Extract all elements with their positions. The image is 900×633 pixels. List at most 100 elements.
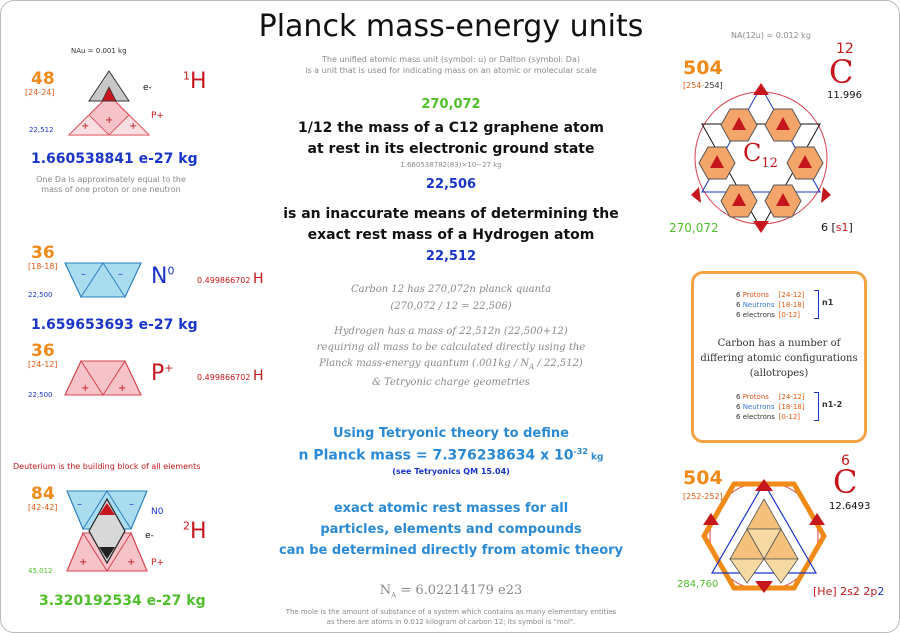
c12-symbol: C <box>829 53 854 91</box>
desc-line-3: (allotropes) <box>749 368 809 379</box>
deuterium-note: Deuterium is the building block of all e… <box>13 462 201 471</box>
allotrope-description: Carbon has a number of differing atomic … <box>694 336 864 381</box>
avogadro-prefix: N <box>379 583 392 598</box>
c6-total-quanta: 284,760 <box>677 579 719 590</box>
nau-label: NAu = 0.001 kg <box>71 47 127 55</box>
hydrogen-line-3-end: / 22,512) <box>534 358 583 369</box>
h1-small-value: 22,512 <box>29 126 54 134</box>
electron-core <box>101 86 117 102</box>
intro-text: The unified atomic mass unit (symbol: u)… <box>251 54 651 76</box>
config-range: [24-12] <box>778 291 805 299</box>
config-list-1: 6 Protons [24-12] 6 Neutrons [18-18] 6 elect… <box>736 290 805 320</box>
proton-diagram: + + <box>64 359 142 396</box>
na-label: NA(12u) = 0.012 kg <box>731 31 811 40</box>
h1-range: [24-24] <box>25 88 55 97</box>
config-count: 6 <box>736 301 743 309</box>
bracket-1 <box>814 290 819 319</box>
minus-sign: – <box>81 269 86 280</box>
c12-line-1: 1/12 the mass of a C12 graphene atom <box>298 120 604 136</box>
config-row: 6 electrons [0-12] <box>736 412 805 422</box>
neutron-symbol-sup: 0 <box>167 264 175 278</box>
quanta-270072: 270,072 <box>421 97 481 112</box>
exact-masses-text: exact atomic rest masses for all particl… <box>251 498 651 561</box>
exact-line-1: exact atomic rest masses for all <box>333 501 569 516</box>
neutron-shape <box>64 262 142 298</box>
intro-line-1: The unified atomic mass unit (symbol: u)… <box>322 55 580 64</box>
config-list-2: 6 Protons [24-12] 6 Neutrons [18-18] 6 elect… <box>736 392 805 422</box>
deuterium-range: [42-42] <box>28 503 58 512</box>
carbon-quanta-line-2: (270,072 / 12 = 22,506) <box>390 301 512 312</box>
deut-proton-label: P+ <box>151 558 164 568</box>
config-count: 6 <box>736 403 743 411</box>
inaccurate-statement: is an inaccurate means of determining th… <box>251 204 651 246</box>
plus-sign: + <box>118 383 126 394</box>
proton-value-symbol: H <box>253 368 264 384</box>
proton-sub-triangle-2 <box>108 114 150 136</box>
proton-shape <box>64 360 142 396</box>
deut-electron-core-top <box>99 503 115 515</box>
c12-mass-number: 12 <box>836 41 854 57</box>
h1-proton-label: P+ <box>151 111 164 121</box>
c6-electron-config: [He] 2s2 2p2 <box>813 585 884 598</box>
proton-quanta: 36 <box>31 341 55 361</box>
deut-neutron-lines <box>66 490 148 531</box>
h1-electron-label: e- <box>143 83 152 93</box>
c12-small-value: 1.660538782(83)×10−27 kg <box>400 161 502 169</box>
deuterium-quanta: 84 <box>31 484 55 504</box>
carbon-12-diagram <box>691 83 831 233</box>
deuterium-symbol-letter: H <box>190 519 207 544</box>
config-range: [24-12] <box>778 393 805 401</box>
planck-prefix: n Planck mass = 7.376238634 x 10 <box>298 447 574 464</box>
hydrogen-1-diagram: + + + <box>67 70 151 136</box>
desc-line-2: differing atomic configurations <box>700 353 858 364</box>
see-reference: (see Tetryonics QM 15.04) <box>392 467 510 476</box>
carbon-quanta-line-1: Carbon 12 has 270,072n planck quanta <box>350 284 552 295</box>
c12-range-a: [254- <box>683 81 705 90</box>
c12-line-2: at rest in its electronic ground state <box>307 141 595 157</box>
deut-proton-lines <box>66 531 148 572</box>
c6-atomic-number: 6 <box>841 453 850 469</box>
config-count: 6 <box>736 291 743 299</box>
planck-mass-formula: n Planck mass = 7.376238634 x 10-32 kg <box>231 447 671 464</box>
deuterium-diagram: + + – – <box>66 490 148 572</box>
deuterium-small-value: 45,012 <box>28 567 53 575</box>
proton-symbol: P+ <box>151 361 174 386</box>
c12-quanta: 504 <box>683 57 723 79</box>
plus-sign: + <box>105 115 113 126</box>
planck-exponent: -32 <box>573 447 588 456</box>
c6-corner-triangle <box>755 479 773 491</box>
config-range: [18-18] <box>778 301 805 309</box>
hydrogen-line-3-text: Planck mass-energy quantum (.001kg / N <box>319 358 530 369</box>
dalton-mass: 1.660538841 e-27 kg <box>31 151 198 167</box>
c12-shell-suffix: ] <box>848 221 853 234</box>
inaccurate-line-1: is an inaccurate means of determining th… <box>283 206 619 222</box>
config-count: 6 <box>736 311 743 319</box>
plus-sign: + <box>127 557 135 568</box>
dalton-note: One Da is approximately equal to the mas… <box>21 175 201 195</box>
plus-sign: + <box>79 557 87 568</box>
hydrogen-line-1: Hydrogen has a mass of 22,512n (22,500+1… <box>334 326 568 337</box>
c12-center-letter: C <box>743 139 762 167</box>
proton-sub-triangle <box>68 114 110 136</box>
intro-line-2: is a unit that is used for indicating ma… <box>305 66 597 75</box>
proton-symbol-sup: + <box>164 361 174 375</box>
avogadro-sub: A <box>391 591 397 600</box>
proton-small-value: 22,500 <box>28 391 53 399</box>
plus-sign: + <box>129 121 137 132</box>
hydrogen-line-3-sub: A <box>529 363 535 371</box>
config-particle: electrons <box>742 311 775 319</box>
neutron-diagram: – – <box>64 262 142 299</box>
c12-atomic-mass: 11.996 <box>827 90 862 101</box>
neutron-mass: 1.659653693 e-27 kg <box>31 317 198 333</box>
plus-sign: + <box>81 383 89 394</box>
deut-electron-shape <box>88 497 126 565</box>
carbon-quanta-text: Carbon 12 has 270,072n planck quanta (27… <box>251 281 651 315</box>
c12-center-sub: 12 <box>761 155 778 171</box>
config-particle: Protons <box>742 393 769 401</box>
proton-range: [24-12] <box>28 360 58 369</box>
config-row: 6 Neutrons [18-18] <box>736 300 805 310</box>
inaccurate-line-2: exact rest mass of a Hydrogen atom <box>307 227 595 243</box>
c6-orange-hexagon <box>701 481 827 591</box>
quanta-22512: 22,512 <box>425 249 477 264</box>
c12-corner-triangle <box>821 187 831 203</box>
